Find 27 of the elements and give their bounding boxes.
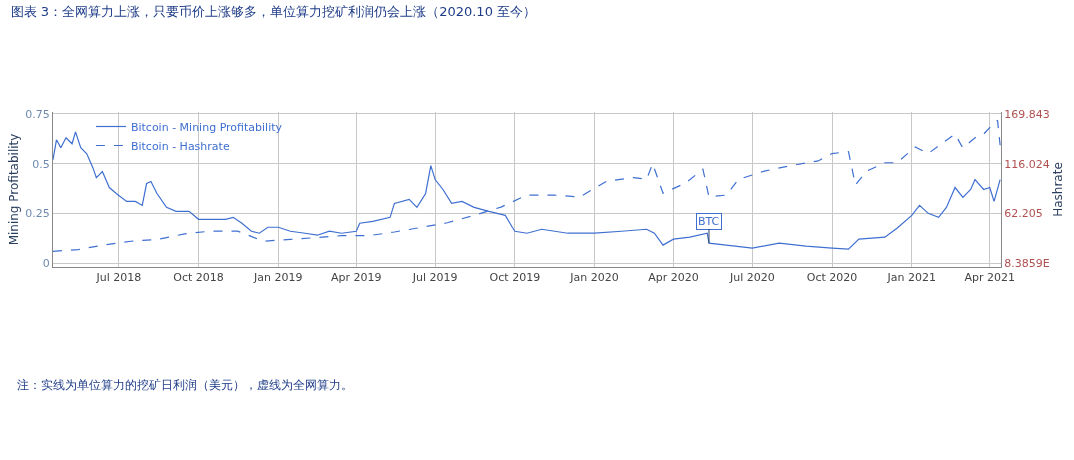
x-tick-label: Jan 2021 [886,271,936,285]
legend-label: Bitcoin - Mining Profitability [130,120,283,134]
y-tick-label: 0.5 [32,157,50,171]
y-axis-title: Mining Profitability [6,133,21,246]
y2-tick-label: 8.3859E [1004,256,1050,270]
legend-label: Bitcoin - Hashrate [130,139,230,153]
x-tick-label: Jul 2019 [411,271,458,285]
x-tick-label: Apr 2020 [648,271,699,285]
annotation: BTC [698,215,720,228]
x-tick-label: Jul 2018 [95,271,142,285]
y-tick-label: 0.75 [25,107,50,121]
x-tick-label: Jul 2020 [728,271,775,285]
x-tick-label: Oct 2019 [489,271,541,285]
x-tick-label: Apr 2021 [964,271,1015,285]
text: 注：实线为单位算力的挖矿日利润（美元），虚线为全网算力。 [17,378,353,392]
x-tick-label: Oct 2020 [806,271,858,285]
y2-tick-label: 116.024 [1004,157,1050,171]
y2-tick-label: 62.205 [1004,207,1043,221]
chart-title: 图表 3：全网算力上涨，只要币价上涨够多，单位算力挖矿利润仍会上涨（2020.10 至今） [10,4,537,19]
x-tick-label: Apr 2019 [331,271,382,285]
y2-axis-title: Hashrate [1050,162,1065,217]
x-tick-label: Oct 2018 [173,271,224,285]
y-tick-label: 0.25 [25,207,50,221]
x-tick-label: Jan 2019 [253,271,303,285]
y2-tick-label: 169.843 [1004,107,1050,121]
x-tick-label: Jan 2020 [569,271,619,285]
y-tick-label: 0 [42,256,50,270]
